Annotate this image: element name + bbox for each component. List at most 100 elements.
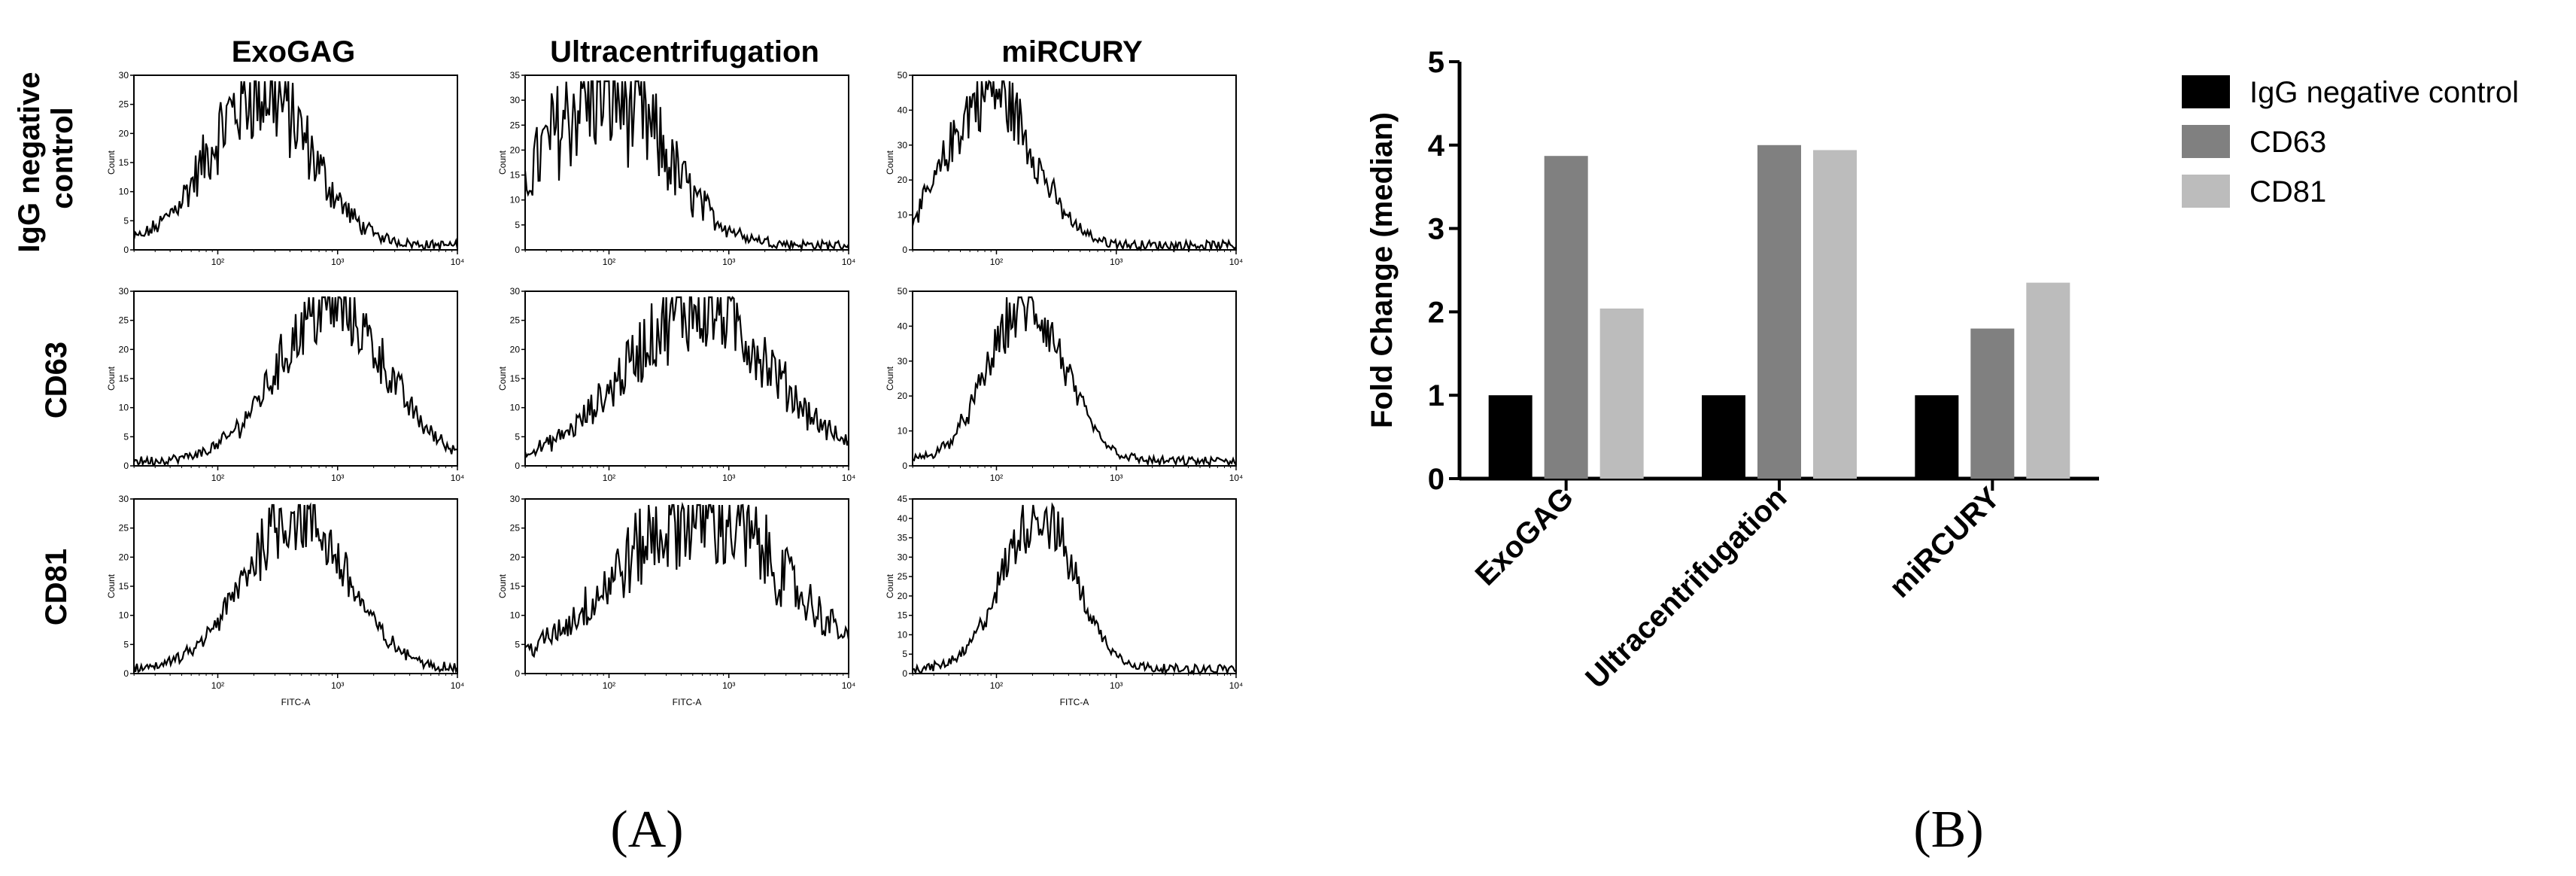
hist-exogag-cd81: Count 0 5 10 15 20 25 30 10² 10³ 10⁴ FITC-A xyxy=(106,494,464,707)
legend-label-cd63: CD63 xyxy=(2249,126,2326,159)
legend-swatch-cd63 xyxy=(2182,125,2230,158)
hist-mircury-cd63-x-tick-label: 10³ xyxy=(1110,473,1122,483)
bar-mircury-cd81 xyxy=(2026,282,2070,479)
hist-column-header-exogag: ExoGAG xyxy=(232,35,355,68)
bar-y-axis-label: Fold Change (median) xyxy=(1365,112,1399,428)
hist-exogag-igg-negative-control-y-tick-label: 15 xyxy=(119,157,129,168)
hist-mircury-cd81-y-tick-label: 0 xyxy=(902,668,907,679)
hist-mircury-cd81-x-tick-label: 10⁴ xyxy=(1229,680,1244,691)
hist-mircury-igg-negative-control-trace xyxy=(911,79,1237,254)
bar-mircury-igg-negative-control xyxy=(1915,395,1959,479)
hist-ultracentrifugation-igg-negative-control-trace xyxy=(524,80,849,252)
hist-mircury-cd81-y-axis-label: Count xyxy=(885,573,895,598)
hist-row-label-cd81: CD81 xyxy=(40,549,73,625)
hist-ultracentrifugation-cd63-y-tick-label: 20 xyxy=(510,344,521,354)
hist-exogag-cd81-x-tick-label: 10³ xyxy=(331,680,344,691)
bar-category-label-ultracentrifugation: Ultracentrifugation xyxy=(1579,481,1793,695)
hist-ultracentrifugation-cd63-frame xyxy=(524,290,849,467)
hist-mircury-cd63-y-tick-label: 50 xyxy=(898,286,908,297)
bar-y-tick-label: 3 xyxy=(1428,213,1444,246)
hist-mircury-cd81-y-tick-label: 25 xyxy=(898,571,908,582)
hist-mircury-igg-negative-control-x-tick-label: 10³ xyxy=(1110,257,1122,267)
hist-ultracentrifugation-igg-negative-control-frame xyxy=(524,75,849,251)
hist-exogag-cd63-x-tick-label: 10⁴ xyxy=(451,473,465,483)
hist-exogag-cd81-trace xyxy=(132,502,459,674)
hist-exogag-cd63-x-tick-label: 10³ xyxy=(331,473,344,483)
hist-row-label-igg: IgG negative control xyxy=(13,63,79,252)
legend-swatch-igg-negative-control xyxy=(2182,75,2230,108)
bar-y-tick-label: 2 xyxy=(1428,296,1444,329)
hist-ultracentrifugation-cd63-x-tick-label: 10² xyxy=(603,473,615,483)
hist-ultracentrifugation-cd81-x-tick-label: 10⁴ xyxy=(842,680,856,691)
hist-exogag-cd81-y-tick-label: 20 xyxy=(119,552,129,562)
hist-exogag-cd81-y-axis-label: Count xyxy=(106,573,117,598)
hist-mircury-igg-negative-control-x-tick-label: 10² xyxy=(990,257,1003,267)
hist-mircury-cd63-y-axis-label: Count xyxy=(885,366,895,391)
hist-ultracentrifugation-igg-negative-control-y-tick-label: 15 xyxy=(510,170,521,181)
hist-ultracentrifugation-cd81-y-axis-label: Count xyxy=(497,573,508,598)
hist-exogag-cd63-y-tick-label: 0 xyxy=(123,461,129,471)
hist-ultracentrifugation-cd63: Count 0 5 10 15 20 25 30 10² 10³ 10⁴ xyxy=(497,286,855,483)
hist-mircury-cd81-y-tick-label: 35 xyxy=(898,533,908,543)
hist-exogag-igg-negative-control-x-tick-label: 10⁴ xyxy=(451,257,465,267)
hist-exogag-cd81-x-tick-label: 10² xyxy=(211,680,224,691)
hist-exogag-cd81-x-tick-label: 10⁴ xyxy=(451,680,465,691)
hist-mircury-cd81-x-axis-label: FITC-A xyxy=(1060,697,1089,707)
bar-category-label-exogag: ExoGAG xyxy=(1469,481,1580,592)
legend-label-igg-negative-control: IgG negative control xyxy=(2249,76,2519,109)
hist-exogag-cd63-y-tick-label: 10 xyxy=(119,403,129,413)
hist-ultracentrifugation-cd63-trace xyxy=(524,296,850,458)
hist-exogag-cd81-frame xyxy=(133,498,458,674)
hist-mircury-cd81-y-tick-label: 20 xyxy=(898,591,908,601)
hist-mircury-cd81-frame xyxy=(912,498,1237,674)
hist-mircury-igg-negative-control-frame xyxy=(912,75,1237,251)
bar-category-label-mircury: miRCURY xyxy=(1883,481,2006,604)
hist-mircury-cd81: Count 0 5 10 15 20 25 30 35 40 45 10² 10³ 10⁴ FITC-A xyxy=(885,494,1243,707)
hist-ultracentrifugation-cd81-y-tick-label: 15 xyxy=(510,581,521,592)
hist-row-label-igg-line2: control xyxy=(46,107,79,209)
hist-mircury-igg-negative-control-y-tick-label: 40 xyxy=(898,105,908,115)
panel-label-b: (B) xyxy=(1913,801,1983,859)
hist-column-header-ultracentrifugation: Ultracentrifugation xyxy=(550,35,819,68)
hist-mircury-cd81-y-tick-label: 45 xyxy=(898,494,908,504)
hist-exogag-cd63: Count 0 5 10 15 20 25 30 10² 10³ 10⁴ xyxy=(106,286,464,483)
bar-exogag-igg-negative-control xyxy=(1488,395,1533,479)
hist-ultracentrifugation-cd81-y-tick-label: 10 xyxy=(510,610,521,621)
hist-exogag-igg-negative-control-trace xyxy=(132,80,459,251)
panel-label-a: (A) xyxy=(610,801,683,859)
hist-exogag-cd63-y-tick-label: 25 xyxy=(119,315,129,326)
hist-ultracentrifugation-cd81: Count 0 5 10 15 20 25 30 10² 10³ 10⁴ FITC-A xyxy=(497,494,855,707)
hist-ultracentrifugation-igg-negative-control-x-tick-label: 10⁴ xyxy=(842,257,856,267)
hist-ultracentrifugation-cd81-x-tick-label: 10² xyxy=(603,680,615,691)
hist-ultracentrifugation-igg-negative-control-y-tick-label: 0 xyxy=(515,245,520,255)
hist-exogag-cd81-y-tick-label: 15 xyxy=(119,581,129,592)
hist-mircury-cd81-trace xyxy=(912,502,1237,677)
hist-mircury-cd81-y-tick-label: 40 xyxy=(898,513,908,524)
hist-exogag-igg-negative-control-y-tick-label: 5 xyxy=(123,215,129,226)
hist-ultracentrifugation-cd63-y-tick-label: 30 xyxy=(510,286,521,297)
hist-exogag-igg-negative-control-y-tick-label: 30 xyxy=(119,70,129,81)
hist-mircury-cd63-y-tick-label: 10 xyxy=(898,426,908,436)
hist-ultracentrifugation-cd81-y-tick-label: 20 xyxy=(510,552,521,562)
bar-ultracentrifugation-igg-negative-control xyxy=(1702,395,1745,479)
hist-exogag-cd81-y-tick-label: 30 xyxy=(119,494,129,504)
hist-mircury-igg-negative-control: Count 0 10 20 30 40 50 10² 10³ 10⁴ xyxy=(885,70,1243,267)
hist-mircury-cd81-x-tick-label: 10³ xyxy=(1110,680,1122,691)
legend-label-cd81: CD81 xyxy=(2249,175,2326,208)
hist-ultracentrifugation-cd81-y-tick-label: 0 xyxy=(515,668,520,679)
hist-mircury-cd63-y-tick-label: 40 xyxy=(898,321,908,331)
hist-mircury-igg-negative-control-y-tick-label: 30 xyxy=(898,140,908,151)
hist-ultracentrifugation-igg-negative-control: Count 0 5 10 15 20 25 30 35 10² 10³ 10⁴ xyxy=(497,70,855,267)
hist-ultracentrifugation-cd81-y-tick-label: 30 xyxy=(510,494,521,504)
hist-exogag-cd63-x-tick-label: 10² xyxy=(211,473,224,483)
histogram-grid: Count 0 5 10 15 20 25 30 10² 10³ 10⁴ Count 0 5 10 15 20 2… xyxy=(106,70,1243,707)
hist-ultracentrifugation-igg-negative-control-y-axis-label: Count xyxy=(497,150,508,175)
hist-mircury-igg-negative-control-y-tick-label: 0 xyxy=(902,245,907,255)
hist-exogag-cd81-y-tick-label: 25 xyxy=(119,523,129,534)
hist-ultracentrifugation-igg-negative-control-y-tick-label: 20 xyxy=(510,144,521,155)
hist-ultracentrifugation-cd63-y-tick-label: 5 xyxy=(515,431,520,442)
hist-row-label-cd63: CD63 xyxy=(40,342,73,418)
hist-ultracentrifugation-cd81-x-tick-label: 10³ xyxy=(722,680,735,691)
bar-chart: 0 1 2 3 4 5 Fold Change (median) ExoGAG Ultracen… xyxy=(1365,46,2519,695)
hist-mircury-cd63-y-tick-label: 30 xyxy=(898,356,908,367)
